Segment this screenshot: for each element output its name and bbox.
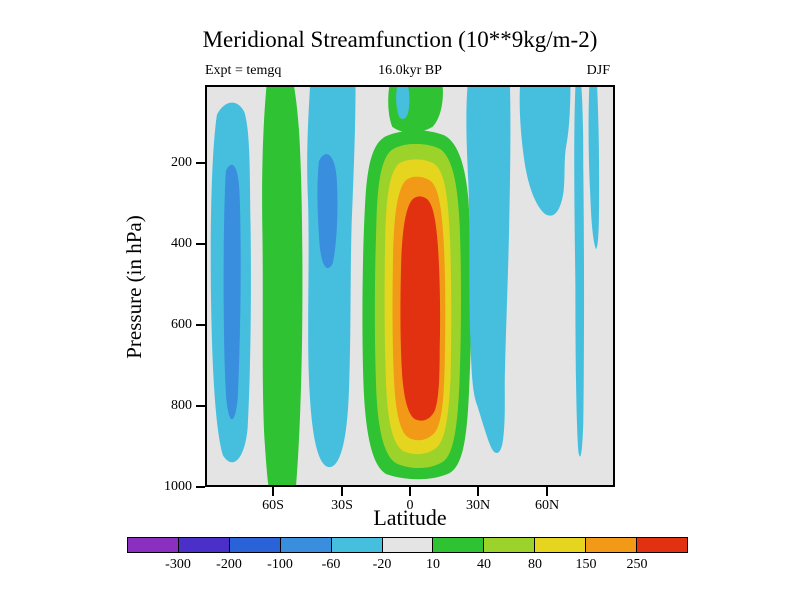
colorbar-segment — [279, 538, 331, 552]
x-axis-tick — [272, 487, 274, 496]
contour-band-nh-ferrel — [466, 87, 511, 454]
colorbar-segment — [228, 538, 280, 552]
x-axis-tick-label: 30N — [465, 498, 491, 513]
y-axis-tick — [196, 324, 205, 326]
colorbar-segment — [483, 538, 535, 552]
y-axis-tick-label: 400 — [171, 236, 192, 251]
x-axis-tick-label: 0 — [406, 498, 414, 513]
contour-hadley-core — [400, 196, 441, 421]
y-axis-tick — [196, 162, 205, 164]
contour-band-sh-ferrel-core — [317, 154, 338, 269]
plot-area — [205, 85, 615, 487]
contour-hadley-top-notch — [396, 87, 410, 119]
colorbar-label: 250 — [626, 557, 648, 572]
contour-streak-nh-2 — [588, 87, 600, 250]
colorbar-segment — [381, 538, 433, 552]
contour-streak-nh-1 — [574, 87, 585, 457]
contour-band-sh-green — [262, 87, 303, 485]
colorbar-label: -100 — [267, 557, 293, 572]
chart-title: Meridional Streamfunction (10**9kg/m-2) — [202, 27, 598, 52]
x-axis-tick — [409, 487, 411, 496]
y-axis-tick-label: 800 — [171, 398, 192, 413]
colorbar-segment — [330, 538, 382, 552]
colorbar-segment — [128, 538, 178, 552]
colorbar-label: -200 — [216, 557, 242, 572]
colorbar — [127, 537, 688, 553]
x-axis-tick — [546, 487, 548, 496]
colorbar-label: 80 — [528, 557, 542, 572]
y-axis-tick-label: 1000 — [164, 479, 192, 494]
colorbar-segment — [534, 538, 586, 552]
subtitle-season: DJF — [586, 63, 610, 78]
x-axis-tick-label: 60N — [534, 498, 560, 513]
colorbar-label: 40 — [477, 557, 491, 572]
contour-band-sh-polar-core — [223, 164, 241, 420]
y-axis-tick — [196, 405, 205, 407]
x-axis-label: Latitude — [373, 505, 447, 530]
y-axis-tick — [196, 486, 205, 488]
x-axis-tick-label: 60S — [262, 498, 284, 513]
x-axis-tick-label: 30S — [331, 498, 353, 513]
colorbar-segment — [432, 538, 484, 552]
y-axis-tick-label: 600 — [171, 317, 192, 332]
subtitle-time: 16.0kyr BP — [378, 63, 442, 78]
contour-plot-svg — [207, 87, 613, 485]
colorbar-segment — [636, 538, 687, 552]
x-axis-tick — [477, 487, 479, 496]
colorbar-segment — [585, 538, 637, 552]
y-axis-tick — [196, 243, 205, 245]
colorbar-label: 150 — [575, 557, 597, 572]
colorbar-segments — [128, 538, 687, 552]
colorbar-label: -300 — [165, 557, 191, 572]
y-axis-tick-label: 200 — [171, 155, 192, 170]
y-axis-label: Pressure (in hPa) — [122, 215, 146, 359]
contour-patch-nh-upper — [519, 87, 571, 216]
colorbar-label: 10 — [426, 557, 440, 572]
colorbar-label: -60 — [321, 557, 341, 572]
x-axis-tick — [341, 487, 343, 496]
colorbar-label: -20 — [372, 557, 392, 572]
colorbar-segment — [177, 538, 229, 552]
subtitle-experiment: Expt = temgq — [205, 63, 282, 78]
